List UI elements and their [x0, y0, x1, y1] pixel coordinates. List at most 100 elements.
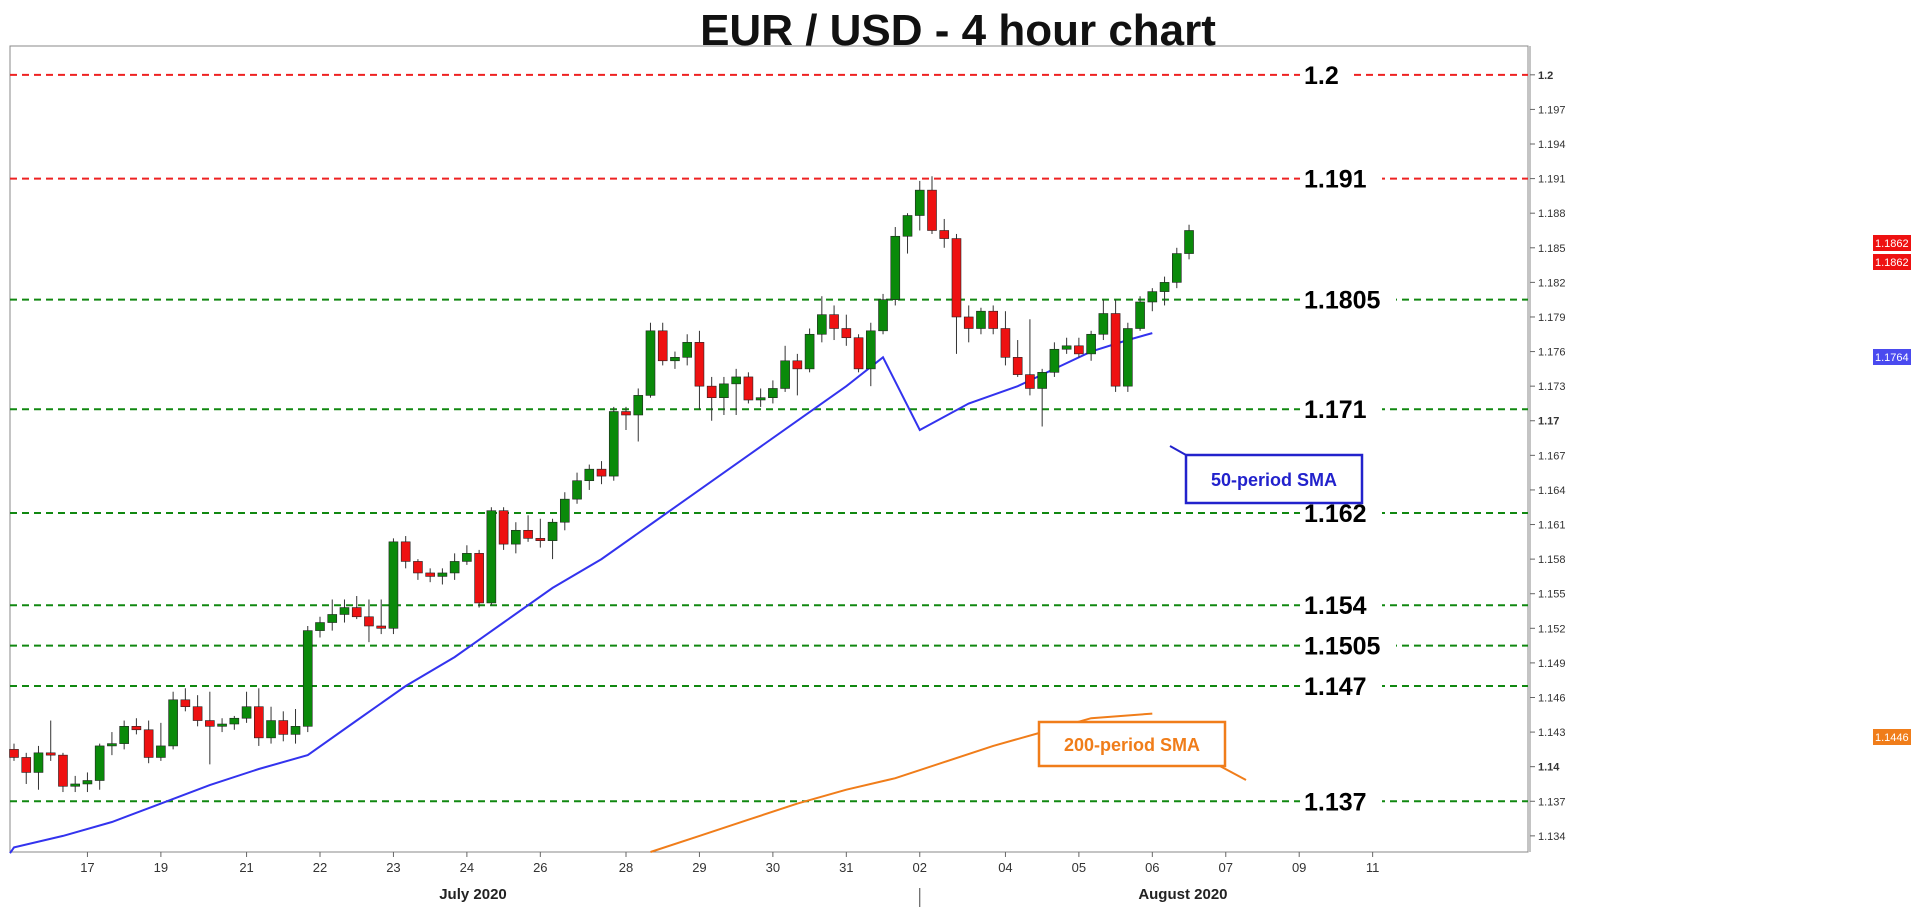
- level-label: 1.191: [1304, 166, 1367, 194]
- y-tick-label: 1.2: [1538, 70, 1553, 82]
- x-tick-label: 26: [533, 860, 547, 875]
- candle: [425, 568, 435, 583]
- candle-body-up: [584, 468, 595, 482]
- candle: [927, 176, 937, 234]
- candle: [107, 732, 117, 756]
- candle: [278, 711, 289, 742]
- sma50-callout-label: 50-period SMA: [1211, 470, 1337, 490]
- candle-body-down: [841, 328, 852, 339]
- candle: [645, 322, 656, 398]
- candle-body-down: [853, 337, 864, 370]
- y-tick-label: 1.14: [1538, 762, 1560, 774]
- y-tick-label: 1.167: [1538, 450, 1566, 462]
- candle: [1135, 296, 1145, 331]
- level-label-bg: [1300, 394, 1382, 425]
- price-tags: 1.1862 1.1862 1.1764 1.1446: [1873, 235, 1911, 745]
- candle: [792, 353, 803, 396]
- candle-body-down: [706, 385, 717, 398]
- candle: [9, 743, 19, 761]
- candle-body-down: [45, 752, 56, 756]
- candle-body-up: [1049, 348, 1060, 373]
- candle-body-up: [670, 357, 680, 362]
- candle-body-up: [878, 299, 888, 332]
- x-tick-label: 06: [1145, 860, 1159, 875]
- candle: [1000, 311, 1011, 366]
- candle: [180, 688, 191, 712]
- y-tick-label: 1.152: [1538, 623, 1566, 635]
- candle-body-down: [1025, 374, 1035, 389]
- candle: [1184, 224, 1194, 260]
- candle: [572, 472, 582, 504]
- sma200-callout-leader: [1217, 764, 1247, 781]
- price-tag-label: 1.1862: [1875, 257, 1909, 269]
- price-tag: [1873, 254, 1911, 270]
- candle-body-down: [1074, 345, 1084, 355]
- price-tag-label: 1.1764: [1875, 352, 1909, 364]
- candle: [241, 691, 252, 723]
- y-tick-label: 1.146: [1538, 692, 1566, 704]
- level-label-bg: [1300, 630, 1396, 661]
- y-tick-label: 1.143: [1538, 727, 1566, 739]
- candle-body-up: [156, 745, 166, 758]
- candle-body-down: [951, 238, 962, 318]
- y-tick-label: 1.191: [1538, 174, 1566, 186]
- candle-body-up: [302, 630, 313, 727]
- price-tag: [1873, 349, 1911, 365]
- candle-body-up: [865, 330, 876, 370]
- sma200-callout-box: [1037, 720, 1227, 768]
- candle-body-down: [278, 720, 289, 735]
- x-tick-label: 30: [766, 860, 780, 875]
- y-tick-label: 1.137: [1538, 796, 1566, 808]
- candle: [865, 322, 876, 387]
- x-tick-label: 21: [239, 860, 253, 875]
- candle-body-down: [400, 541, 411, 562]
- y-tick-label: 1.179: [1538, 312, 1566, 324]
- candle-body-up: [486, 510, 497, 604]
- level-label: 1.137: [1304, 788, 1367, 816]
- y-tick-label: 1.155: [1538, 589, 1566, 601]
- candle: [1037, 368, 1047, 427]
- candle: [914, 180, 925, 231]
- candle: [400, 536, 411, 569]
- candle: [1172, 247, 1182, 289]
- candle-body-up: [449, 561, 460, 574]
- level-label-bg: [1300, 670, 1382, 701]
- candle-body-up: [229, 717, 240, 725]
- candle-body-up: [1147, 291, 1158, 303]
- candle: [1049, 342, 1060, 377]
- candle: [682, 334, 693, 366]
- candles: [9, 176, 1194, 793]
- candle: [1147, 288, 1158, 312]
- level-label: 1.2: [1304, 62, 1339, 90]
- candle-body-down: [1110, 313, 1121, 387]
- candle: [315, 616, 325, 638]
- y-tick-label: 1.17: [1538, 416, 1559, 428]
- candle: [192, 695, 203, 727]
- candle-body-up: [1172, 253, 1182, 283]
- level-label-bg: [1300, 163, 1382, 194]
- candle-body-up: [608, 411, 619, 477]
- candle-body-down: [205, 720, 215, 727]
- candle: [719, 376, 729, 415]
- candle-body-down: [939, 230, 950, 239]
- candle-body-down: [596, 468, 607, 477]
- candle-body-up: [1184, 230, 1194, 254]
- level-label: 1.171: [1304, 396, 1367, 424]
- candle-body-up: [633, 395, 644, 416]
- level-label: 1.147: [1304, 673, 1367, 701]
- y-tick-label: 1.158: [1538, 554, 1566, 566]
- candle-body-down: [254, 706, 264, 739]
- x-tick-label: 19: [154, 860, 168, 875]
- candle-body-down: [376, 625, 387, 629]
- candle: [755, 388, 766, 407]
- candle: [657, 322, 668, 366]
- candle: [1110, 299, 1121, 392]
- candle-body-up: [94, 745, 105, 781]
- candle-body-up: [266, 720, 276, 739]
- price-tag: [1873, 235, 1911, 251]
- candle: [1086, 330, 1096, 361]
- candle: [156, 722, 166, 761]
- candle: [804, 328, 815, 373]
